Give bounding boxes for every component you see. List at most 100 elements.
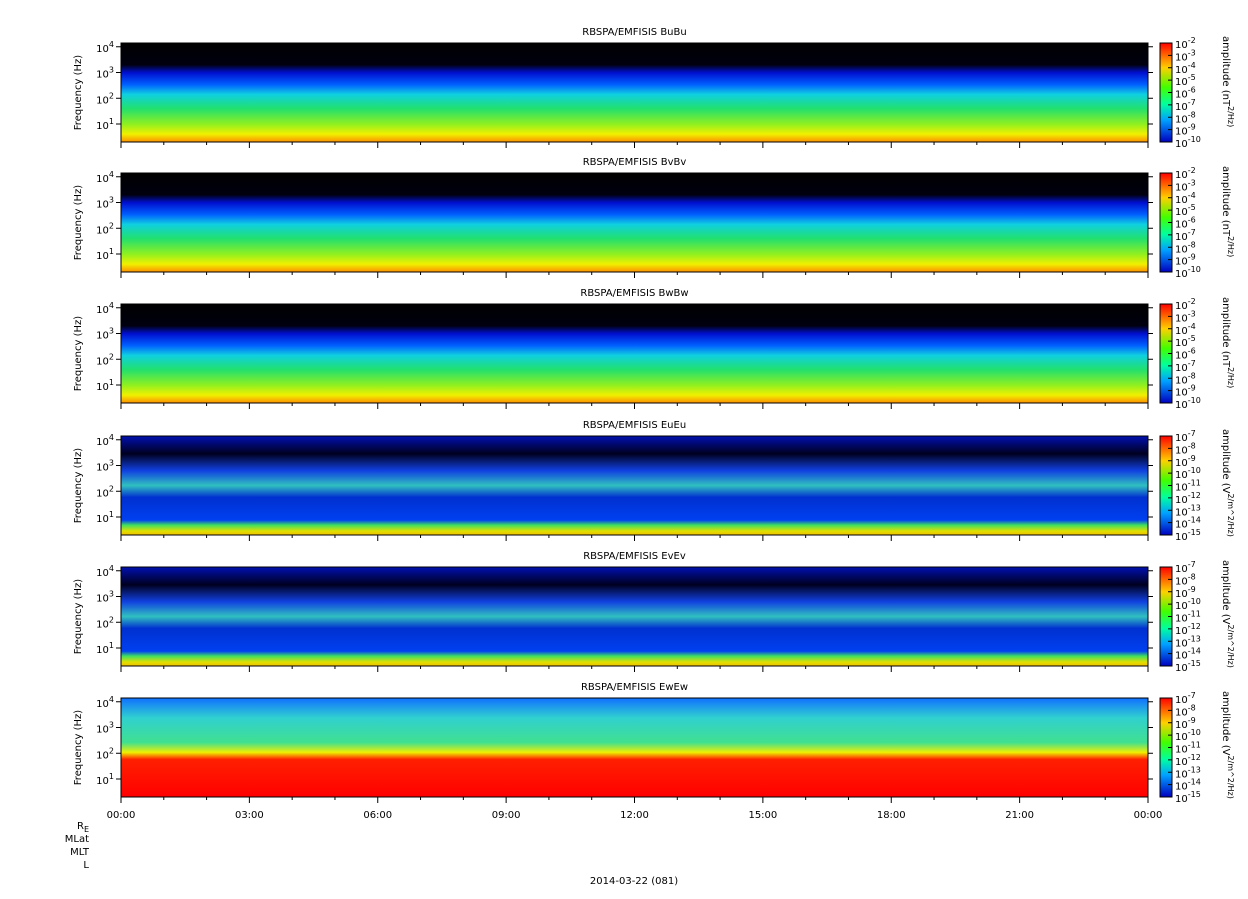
x-tick-label: 06:00	[363, 810, 392, 821]
colorbar-tick-label: 10-10	[1175, 597, 1201, 613]
y-tick-label: 102	[96, 615, 114, 631]
colorbar-tick-label: 10-2	[1175, 297, 1196, 313]
colorbar-tick-label: 10-14	[1175, 777, 1201, 793]
ephemeris-label: MLat	[65, 834, 89, 845]
y-axis-label: Frequency (Hz)	[73, 448, 84, 524]
colorbar-tick-label: 10-5	[1175, 203, 1196, 219]
y-tick-label: 101	[96, 641, 114, 657]
colorbar-tick-label: 10-7	[1175, 560, 1196, 576]
y-axis-label: Frequency (Hz)	[73, 55, 84, 131]
spectrogram-image	[121, 173, 1148, 272]
ephemeris-label: MLT	[70, 847, 90, 858]
colorbar-tick-label: 10-14	[1175, 646, 1201, 662]
x-tick-label: 03:00	[235, 810, 264, 821]
y-axis-label: Frequency (Hz)	[73, 316, 84, 392]
colorbar-tick-label: 10-9	[1175, 453, 1196, 469]
colorbar-tick-label: 10-10	[1175, 265, 1201, 281]
y-axis-label: Frequency (Hz)	[73, 185, 84, 261]
panel-title: RBSPA/EMFISIS BwBw	[580, 288, 688, 299]
colorbar-tick-label: 10-6	[1175, 346, 1196, 362]
y-tick-label: 104	[96, 300, 114, 316]
colorbar-tick-label: 10-12	[1175, 621, 1201, 637]
y-tick-label: 102	[96, 352, 114, 368]
colorbar-tick-label: 10-14	[1175, 515, 1201, 531]
colorbar-tick-label: 10-9	[1175, 122, 1196, 138]
x-tick-label: 00:00	[107, 810, 136, 821]
ephemeris-label: L	[83, 860, 89, 871]
spectrogram-image	[121, 436, 1148, 535]
colorbar-tick-label: 10-3	[1175, 309, 1196, 325]
x-tick-label: 12:00	[620, 810, 649, 821]
colorbar-tick-label: 10-9	[1175, 252, 1196, 268]
colorbar-tick-label: 10-8	[1175, 441, 1196, 457]
y-tick-label: 102	[96, 484, 114, 500]
date-label: 2014-03-22 (081)	[590, 876, 678, 887]
colorbar-label: amplitude (V2/m^2/Hz)	[1220, 560, 1236, 668]
y-tick-label: 103	[96, 458, 114, 474]
colorbar-label: amplitude (nT2/Hz)	[1220, 297, 1236, 388]
colorbar-tick-label: 10-2	[1175, 36, 1196, 52]
colorbar-tick-label: 10-15	[1175, 528, 1201, 544]
colorbar-tick-label: 10-3	[1175, 178, 1196, 194]
colorbar-label: amplitude (nT2/Hz)	[1220, 36, 1236, 127]
colorbar-tick-label: 10-9	[1175, 383, 1196, 399]
y-axis-label: Frequency (Hz)	[73, 710, 84, 786]
colorbar-tick-label: 10-3	[1175, 48, 1196, 64]
colorbar-tick-label: 10-7	[1175, 691, 1196, 707]
colorbar-tick-label: 10-7	[1175, 97, 1196, 113]
colorbar-tick-label: 10-10	[1175, 466, 1201, 482]
y-tick-label: 103	[96, 720, 114, 736]
x-tick-label: 09:00	[492, 810, 521, 821]
colorbar-tick-label: 10-9	[1175, 715, 1196, 731]
colorbar-tick-label: 10-15	[1175, 659, 1201, 675]
y-tick-label: 104	[96, 432, 114, 448]
colorbar-tick-label: 10-13	[1175, 634, 1201, 650]
y-tick-label: 102	[96, 91, 114, 107]
colorbar-tick-label: 10-9	[1175, 584, 1196, 600]
colorbar-tick-label: 10-4	[1175, 321, 1196, 337]
x-tick-label: 18:00	[877, 810, 906, 821]
y-tick-label: 104	[96, 694, 114, 710]
y-axis-label: Frequency (Hz)	[73, 579, 84, 655]
spectrogram-image	[121, 43, 1148, 142]
y-tick-label: 101	[96, 117, 114, 133]
colorbar-tick-label: 10-4	[1175, 190, 1196, 206]
panel-title: RBSPA/EMFISIS EuEu	[583, 420, 686, 431]
y-tick-label: 104	[96, 39, 114, 55]
colorbar-tick-label: 10-4	[1175, 60, 1196, 76]
y-tick-label: 102	[96, 746, 114, 762]
colorbar-tick-label: 10-6	[1175, 85, 1196, 101]
colorbar-tick-label: 10-7	[1175, 227, 1196, 243]
colorbar-tick-label: 10-15	[1175, 790, 1201, 806]
colorbar-tick-label: 10-8	[1175, 703, 1196, 719]
colorbar-label: amplitude (nT2/Hz)	[1220, 166, 1236, 257]
colorbar-label: amplitude (V2/m^2/Hz)	[1220, 691, 1236, 799]
colorbar-tick-label: 10-11	[1175, 609, 1201, 625]
colorbar-tick-label: 10-13	[1175, 503, 1201, 519]
y-tick-label: 103	[96, 65, 114, 81]
colorbar-tick-label: 10-8	[1175, 240, 1196, 256]
y-tick-label: 104	[96, 563, 114, 579]
y-tick-label: 103	[96, 589, 114, 605]
spectrogram-image	[121, 304, 1148, 403]
y-tick-label: 101	[96, 772, 114, 788]
y-tick-label: 101	[96, 378, 114, 394]
colorbar-tick-label: 10-5	[1175, 73, 1196, 89]
colorbar-tick-label: 10-12	[1175, 490, 1201, 506]
panel-title: RBSPA/EMFISIS BvBv	[583, 157, 687, 168]
colorbar-tick-label: 10-10	[1175, 728, 1201, 744]
colorbar-tick-label: 10-13	[1175, 765, 1201, 781]
colorbar-tick-label: 10-8	[1175, 572, 1196, 588]
colorbar-tick-label: 10-11	[1175, 740, 1201, 756]
panel-title: RBSPA/EMFISIS BuBu	[582, 27, 686, 38]
colorbar-tick-label: 10-8	[1175, 371, 1196, 387]
x-tick-label: 15:00	[748, 810, 777, 821]
colorbar-tick-label: 10-8	[1175, 110, 1196, 126]
colorbar-tick-label: 10-5	[1175, 334, 1196, 350]
x-tick-label: 21:00	[1005, 810, 1034, 821]
y-tick-label: 101	[96, 247, 114, 263]
panel-title: RBSPA/EMFISIS EvEv	[583, 551, 686, 562]
colorbar-tick-label: 10-7	[1175, 358, 1196, 374]
panel-title: RBSPA/EMFISIS EwEw	[581, 682, 688, 693]
